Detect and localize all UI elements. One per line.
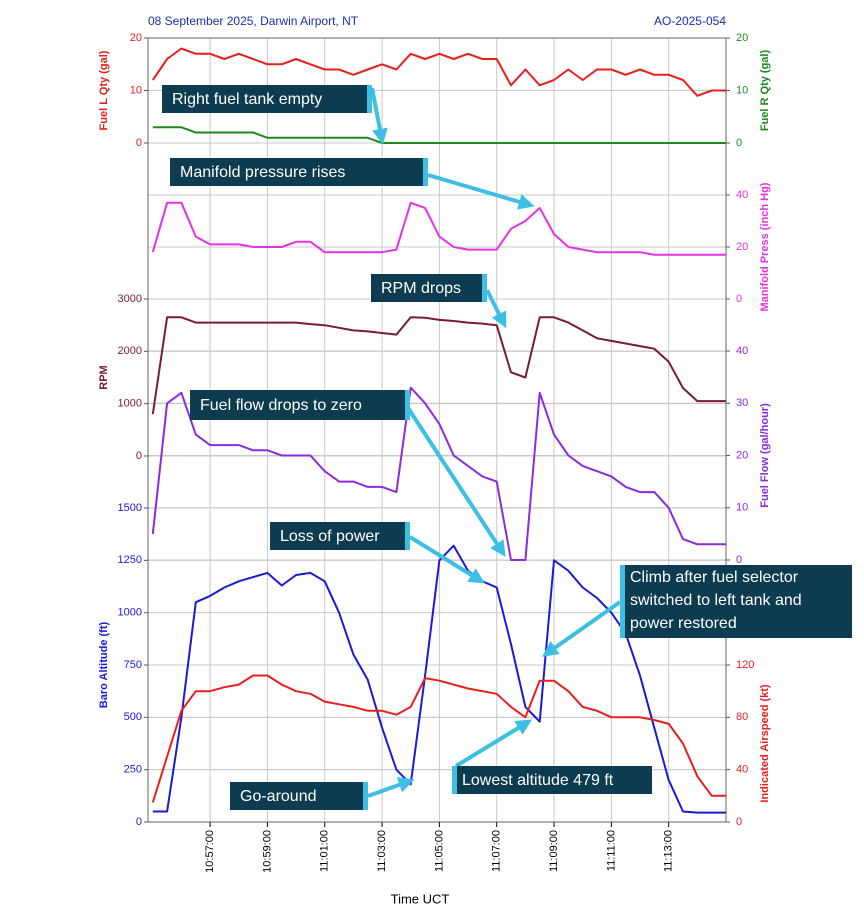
annotation-arrow	[427, 173, 535, 210]
x-tick-label: 10:57:00	[204, 830, 216, 873]
y-tick-label: 80	[736, 711, 748, 723]
x-tick-label: 11:07:00	[491, 830, 503, 872]
x-tick-label: 11:05:00	[433, 830, 445, 872]
y-tick-label: 0	[736, 137, 742, 149]
annotation-arrow	[454, 719, 533, 768]
y-tick-label: 20	[130, 32, 142, 44]
annotation-box	[230, 782, 368, 810]
x-tick-label: 10:59:00	[261, 830, 273, 873]
annotation-text: Lowest altitude 479 ft	[462, 772, 614, 789]
annotation-stripe	[363, 782, 368, 810]
y-tick-label: 0	[736, 816, 742, 828]
x-tick-label: 11:11:00	[605, 830, 617, 871]
annotation-stripe	[452, 766, 457, 794]
annotation-box	[170, 158, 428, 186]
y-tick-label: 0	[136, 450, 142, 462]
annotation-box	[620, 565, 852, 638]
annotation-text: Go-around	[240, 788, 317, 805]
y-axis-label: Fuel Flow (gal/hour)	[759, 403, 771, 508]
annotation-stripe	[482, 274, 487, 302]
y-tick-label: 1250	[118, 554, 142, 566]
annotation-box	[270, 522, 410, 550]
y-tick-label: 250	[124, 764, 142, 776]
annotation-box	[452, 766, 652, 794]
y-tick-label: 1000	[118, 398, 142, 410]
annotation-box	[162, 85, 372, 113]
y-axis-label: Manifold Press (inch Hg)	[759, 182, 771, 311]
x-tick-label: 11:01:00	[319, 830, 331, 872]
y-tick-label: 0	[136, 137, 142, 149]
annotation-stripe	[620, 565, 625, 638]
y-tick-label: 40	[736, 189, 748, 201]
annotation-text: Climb after fuel selector	[630, 569, 799, 586]
annotation-stripe	[405, 390, 410, 420]
y-tick-label: 1000	[118, 607, 142, 619]
y-axis-label: Baro Altitude (ft)	[98, 621, 110, 708]
annotation-text: switched to left tank and	[630, 592, 802, 609]
y-tick-label: 40	[736, 764, 748, 776]
annotation-box	[371, 274, 487, 302]
y-tick-label: 10	[736, 84, 748, 96]
y-tick-label: 1500	[118, 502, 142, 514]
annotation-arrow	[370, 87, 388, 145]
chart-subtitle: 08 September 2025, Darwin Airport, NT	[148, 14, 359, 28]
annotation-arrow	[406, 406, 506, 558]
plot-frame	[147, 37, 727, 823]
annotation-arrow	[485, 289, 507, 329]
y-tick-label: 3000	[118, 293, 142, 305]
y-tick-label: 0	[136, 816, 142, 828]
annotation-text: power restored	[630, 615, 737, 632]
annotation-text: Fuel flow drops to zero	[200, 397, 362, 414]
y-tick-label: 120	[736, 659, 754, 671]
series-line	[151, 201, 726, 256]
y-tick-label: 40	[736, 345, 748, 357]
annotation-text: Loss of power	[280, 528, 380, 545]
y-axis-label: Fuel R Qty (gal)	[759, 50, 771, 132]
y-axis-label: Fuel L Qty (gal)	[98, 50, 110, 130]
series-line	[151, 316, 726, 415]
annotation-box	[190, 390, 410, 420]
annotation-text: Right fuel tank empty	[172, 91, 322, 108]
annotation-text: Manifold pressure rises	[180, 164, 345, 181]
y-axis-label: RPM	[98, 365, 110, 389]
y-tick-label: 2000	[118, 345, 142, 357]
x-axis-label: Time UCT	[391, 891, 450, 906]
annotation-stripe	[405, 522, 410, 550]
series-line	[151, 386, 726, 561]
annotation-stripe	[367, 85, 372, 113]
y-tick-label: 20	[736, 241, 748, 253]
report-id: AO-2025-054	[654, 14, 726, 28]
series-line	[151, 674, 726, 803]
y-tick-label: 30	[736, 397, 748, 409]
y-tick-label: 10	[736, 502, 748, 514]
series-line	[151, 47, 726, 97]
series-line	[152, 126, 726, 144]
x-tick-label: 11:09:00	[548, 830, 560, 872]
annotation-arrow	[408, 535, 486, 584]
y-tick-label: 20	[736, 449, 748, 461]
y-axis-label: Indicated Airspeed (kt)	[759, 684, 771, 803]
y-tick-label: 0	[736, 293, 742, 305]
annotation-arrow	[542, 600, 622, 657]
y-tick-label: 750	[124, 659, 142, 671]
y-tick-label: 0	[736, 554, 742, 566]
y-tick-label: 10	[130, 84, 142, 96]
annotation-text: RPM drops	[381, 280, 461, 297]
annotation-stripe	[423, 158, 428, 186]
series-line	[152, 544, 726, 814]
x-tick-label: 11:03:00	[376, 830, 388, 872]
y-tick-label: 20	[736, 32, 748, 44]
y-tick-label: 500	[124, 711, 142, 723]
x-tick-label: 11:13:00	[663, 830, 675, 872]
annotation-arrow	[367, 777, 415, 798]
